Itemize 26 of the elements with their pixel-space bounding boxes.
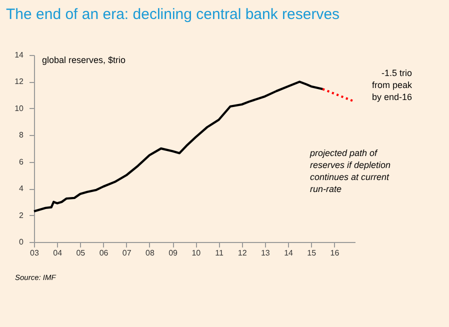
chart-title: The end of an era: declining central bank reserves	[6, 6, 340, 23]
x-tick-label: 04	[53, 248, 63, 258]
y-tick-label: 0	[19, 238, 24, 246]
y-tick-label: 8	[19, 130, 24, 140]
y-tick-label: 14	[14, 50, 24, 60]
y-axis-title: global reserves, $trio	[42, 55, 126, 65]
y-tick-label: 4	[19, 184, 24, 194]
x-tick-label: 05	[76, 248, 86, 258]
x-tick-label: 11	[215, 248, 224, 258]
text: -1.5 trio from peak by end-16	[372, 68, 412, 102]
y-tick-label: 10	[14, 104, 24, 113]
y-tick-label: 2	[19, 210, 24, 220]
x-tick-label: 10	[192, 248, 202, 258]
x-tick-label: 06	[99, 248, 109, 258]
x-tick-label: 13	[260, 248, 270, 258]
x-tick-label: 15	[307, 248, 317, 258]
x-tick-label: 08	[146, 248, 155, 258]
x-tick-label: 16	[330, 248, 340, 258]
y-tick-label: 6	[19, 157, 24, 166]
x-tick-label: 12	[238, 248, 248, 258]
annotation: projected path of reserves if depletion continues at current run-rate	[309, 148, 391, 194]
x-tick-label: 14	[284, 248, 294, 258]
x-tick-label: 09	[168, 248, 178, 258]
x-tick-label: 03	[30, 248, 40, 258]
y-tick-label: 12	[14, 77, 24, 86]
x-tick-label: 07	[122, 248, 132, 258]
